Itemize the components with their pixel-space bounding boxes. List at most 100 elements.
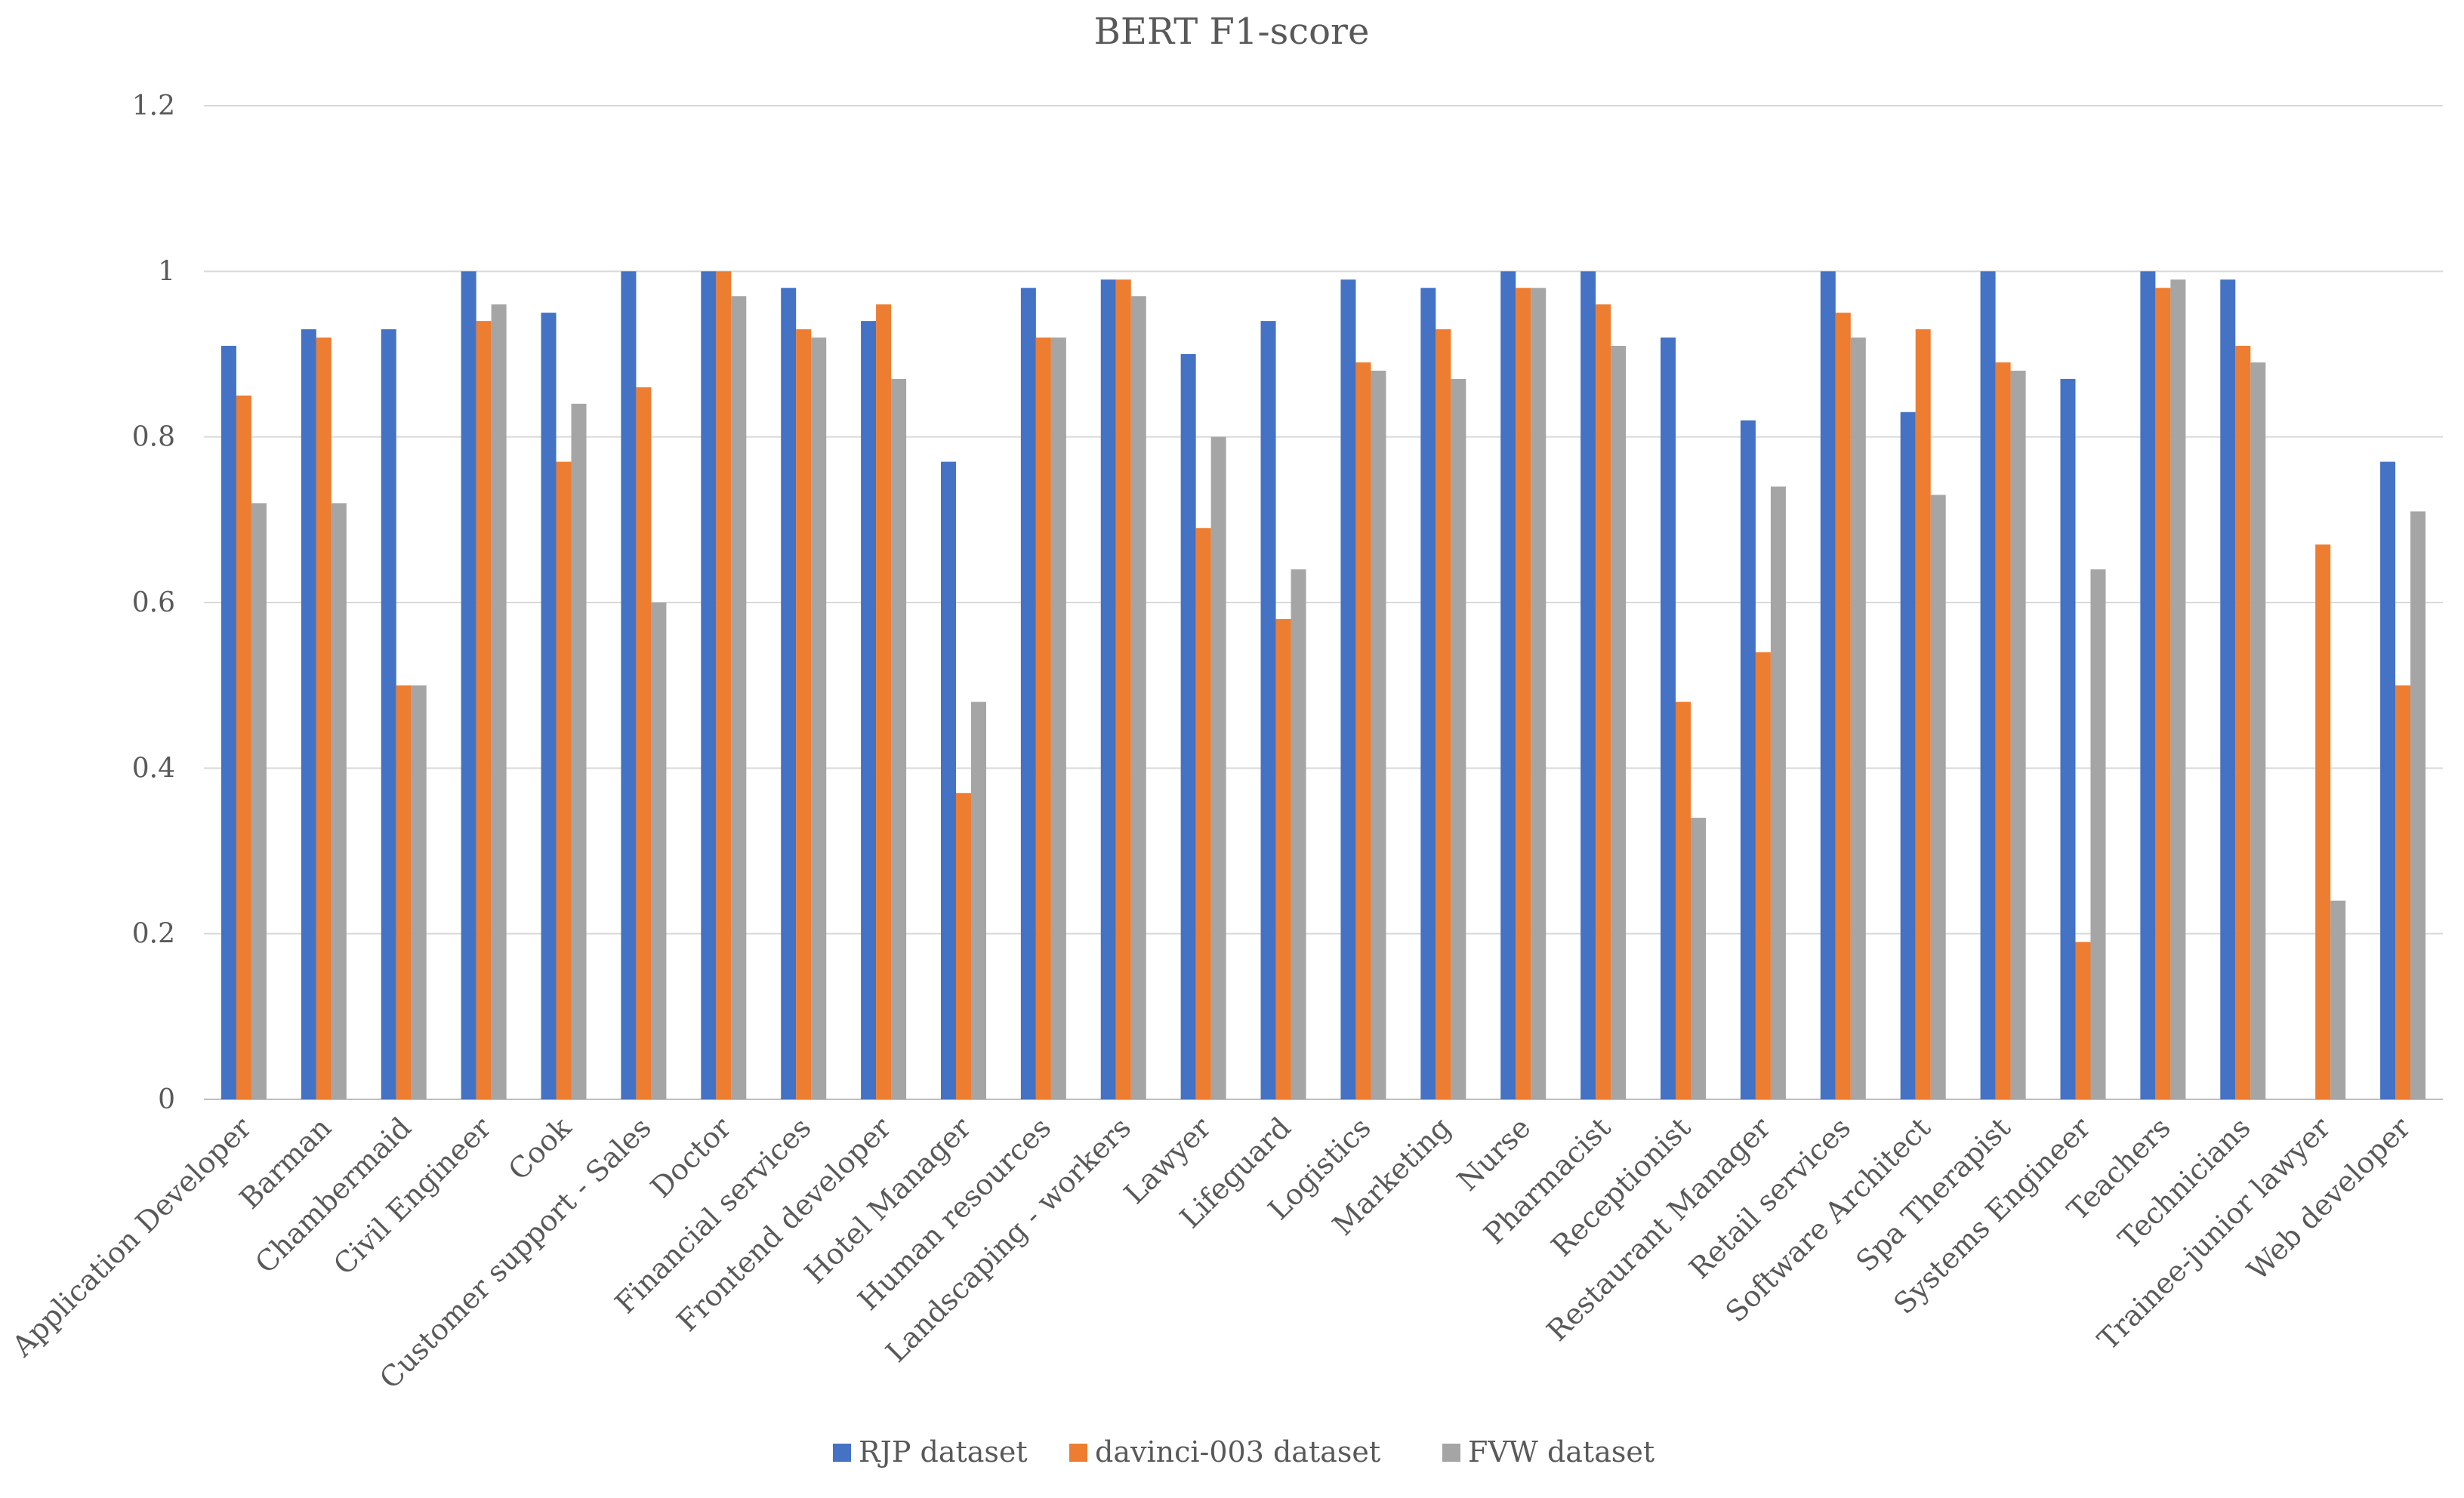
bar-rjp-dataset-2 bbox=[381, 329, 396, 1100]
bar-rjp-dataset-13 bbox=[1260, 321, 1276, 1100]
legend-swatch bbox=[1069, 1444, 1087, 1462]
category-label: Cook bbox=[502, 1111, 578, 1187]
bar-davinci-003-dataset-16 bbox=[1516, 288, 1531, 1100]
bar-fvw-dataset-20 bbox=[1850, 338, 1866, 1100]
bar-davinci-003-dataset-7 bbox=[796, 329, 812, 1100]
bar-fvw-dataset-1 bbox=[331, 503, 347, 1099]
y-tick-label: 0.4 bbox=[132, 753, 175, 784]
legend: RJP dataset davinci-003 dataset FVW datase… bbox=[833, 1435, 1654, 1469]
bar-rjp-dataset-23 bbox=[2060, 378, 2076, 1099]
bar-fvw-dataset-3 bbox=[491, 304, 507, 1100]
category-label: Receptionist bbox=[1545, 1111, 1697, 1262]
legend-label: RJP dataset bbox=[859, 1435, 1028, 1469]
bar-davinci-003-dataset-6 bbox=[716, 271, 732, 1099]
bar-fvw-dataset-8 bbox=[891, 378, 907, 1099]
bar-fvw-dataset-9 bbox=[970, 701, 986, 1099]
bar-fvw-dataset-18 bbox=[1691, 818, 1707, 1099]
bar-fvw-dataset-11 bbox=[1130, 296, 1146, 1099]
category-label: Application Developer bbox=[5, 1111, 258, 1364]
bar-rjp-dataset-20 bbox=[1820, 271, 1836, 1099]
bar-fvw-dataset-22 bbox=[2010, 370, 2026, 1099]
y-tick-label: 0.2 bbox=[132, 919, 175, 950]
bar-rjp-dataset-12 bbox=[1180, 354, 1196, 1099]
bar-rjp-dataset-17 bbox=[1580, 271, 1596, 1099]
bar-davinci-003-dataset-11 bbox=[1115, 279, 1131, 1099]
bar-davinci-003-dataset-5 bbox=[636, 387, 652, 1099]
y-tick-label: 0.6 bbox=[132, 587, 175, 618]
bar-fvw-dataset-23 bbox=[2090, 569, 2106, 1099]
bar-davinci-003-dataset-26 bbox=[2315, 544, 2331, 1099]
bar-rjp-dataset-27 bbox=[2380, 461, 2396, 1099]
bar-fvw-dataset-26 bbox=[2330, 900, 2346, 1099]
bar-fvw-dataset-0 bbox=[251, 503, 267, 1099]
x-axis-category-labels: Application DeveloperBarmanChambermaidCi… bbox=[5, 1111, 2417, 1395]
bar-rjp-dataset-11 bbox=[1100, 279, 1116, 1099]
bars bbox=[220, 271, 2426, 1100]
bar-davinci-003-dataset-14 bbox=[1355, 362, 1371, 1099]
bar-rjp-dataset-16 bbox=[1500, 271, 1516, 1099]
y-tick-label: 1.2 bbox=[132, 91, 175, 122]
legend-swatch bbox=[1442, 1444, 1460, 1462]
bar-fvw-dataset-13 bbox=[1291, 569, 1306, 1099]
bar-davinci-003-dataset-3 bbox=[476, 321, 492, 1100]
bar-rjp-dataset-19 bbox=[1740, 420, 1756, 1099]
bar-rjp-dataset-18 bbox=[1661, 338, 1676, 1100]
bar-fvw-dataset-14 bbox=[1371, 370, 1386, 1099]
gridlines bbox=[204, 105, 2443, 1100]
bar-fvw-dataset-10 bbox=[1050, 338, 1066, 1100]
bar-rjp-dataset-1 bbox=[301, 329, 316, 1100]
bar-davinci-003-dataset-21 bbox=[1915, 329, 1931, 1100]
bar-fvw-dataset-19 bbox=[1770, 486, 1786, 1099]
bar-fvw-dataset-27 bbox=[2410, 511, 2426, 1099]
y-tick-label: 1 bbox=[158, 256, 175, 287]
bar-davinci-003-dataset-12 bbox=[1195, 528, 1211, 1099]
bar-davinci-003-dataset-8 bbox=[876, 304, 892, 1100]
y-tick-label: 0.8 bbox=[132, 422, 175, 453]
y-tick-label: 0 bbox=[158, 1084, 175, 1115]
bar-rjp-dataset-7 bbox=[781, 288, 797, 1100]
bar-fvw-dataset-12 bbox=[1210, 436, 1226, 1099]
bar-davinci-003-dataset-2 bbox=[396, 685, 412, 1099]
bar-rjp-dataset-21 bbox=[1900, 411, 1916, 1099]
bar-davinci-003-dataset-20 bbox=[1835, 313, 1851, 1100]
legend-swatch bbox=[833, 1444, 851, 1462]
bar-rjp-dataset-24 bbox=[2140, 271, 2156, 1099]
bar-fvw-dataset-21 bbox=[1930, 495, 1946, 1099]
bar-davinci-003-dataset-18 bbox=[1676, 701, 1691, 1099]
bar-fvw-dataset-15 bbox=[1451, 378, 1466, 1099]
bar-davinci-003-dataset-1 bbox=[316, 338, 332, 1100]
bar-rjp-dataset-9 bbox=[940, 461, 956, 1099]
bar-fvw-dataset-7 bbox=[811, 338, 827, 1100]
bar-davinci-003-dataset-0 bbox=[236, 395, 251, 1099]
bar-davinci-003-dataset-4 bbox=[556, 461, 572, 1099]
bar-davinci-003-dataset-9 bbox=[955, 793, 971, 1099]
bar-rjp-dataset-25 bbox=[2220, 279, 2236, 1099]
bar-fvw-dataset-2 bbox=[411, 685, 427, 1099]
bar-davinci-003-dataset-15 bbox=[1436, 329, 1451, 1100]
chart-title: BERT F1-score bbox=[1094, 11, 1370, 53]
bar-fvw-dataset-24 bbox=[2170, 279, 2186, 1099]
bar-rjp-dataset-6 bbox=[701, 271, 717, 1099]
bar-davinci-003-dataset-13 bbox=[1275, 618, 1291, 1099]
bar-davinci-003-dataset-22 bbox=[1995, 362, 2011, 1099]
bar-fvw-dataset-4 bbox=[571, 403, 587, 1099]
bar-rjp-dataset-22 bbox=[1980, 271, 1996, 1099]
bar-davinci-003-dataset-25 bbox=[2235, 346, 2251, 1099]
bar-davinci-003-dataset-10 bbox=[1035, 338, 1051, 1100]
legend-label: FVW dataset bbox=[1468, 1435, 1654, 1469]
bar-rjp-dataset-5 bbox=[621, 271, 637, 1099]
legend-label: davinci-003 dataset bbox=[1095, 1435, 1380, 1469]
bar-fvw-dataset-5 bbox=[651, 603, 667, 1099]
bar-fvw-dataset-6 bbox=[731, 296, 747, 1099]
bar-fvw-dataset-16 bbox=[1531, 288, 1547, 1100]
bar-rjp-dataset-8 bbox=[861, 321, 877, 1100]
bar-davinci-003-dataset-27 bbox=[2395, 685, 2411, 1099]
y-axis-tick-labels: 0 0.2 0.4 0.6 0.8 1 1.2 bbox=[132, 91, 175, 1115]
bar-davinci-003-dataset-17 bbox=[1596, 304, 1611, 1100]
bar-fvw-dataset-25 bbox=[2250, 362, 2266, 1099]
bar-davinci-003-dataset-23 bbox=[2075, 942, 2091, 1099]
bar-rjp-dataset-0 bbox=[220, 346, 236, 1099]
bar-rjp-dataset-4 bbox=[541, 313, 557, 1100]
